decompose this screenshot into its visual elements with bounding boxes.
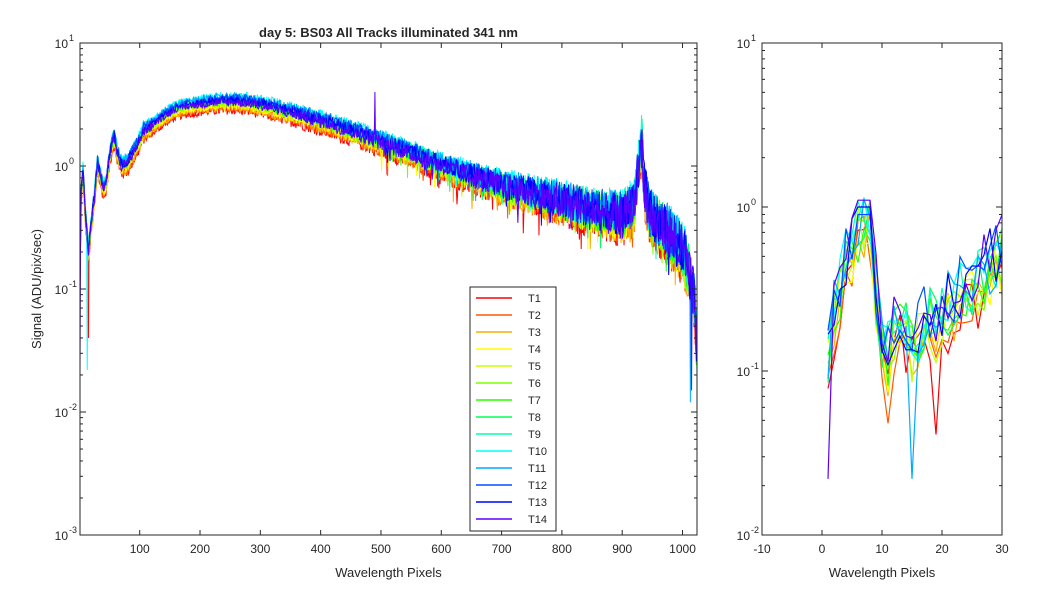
x-tick-label: 800 [552, 542, 572, 556]
legend-label: T9 [528, 429, 541, 441]
series-line-t12 [827, 213, 1003, 354]
series-lines [80, 91, 697, 403]
y-tick-exponent: -3 [69, 525, 77, 535]
legend-label: T2 [528, 310, 541, 322]
y-tick-exponent: 0 [751, 197, 756, 207]
legend-entry: T2 [476, 310, 541, 322]
legend-label: T14 [528, 514, 547, 526]
x-tick-label: 0 [819, 542, 826, 556]
legend-entry: T8 [476, 412, 541, 424]
y-tick-exponent: 1 [751, 33, 756, 43]
x-tick-label: 200 [190, 542, 210, 556]
x-tick-label: 600 [431, 542, 451, 556]
legend-box [469, 286, 557, 532]
legend-entry: T5 [476, 361, 541, 373]
x-tick-label: 900 [612, 542, 632, 556]
series-line-t7 [827, 226, 1003, 386]
series-line-t13 [827, 206, 1003, 367]
legend-label: T4 [528, 344, 541, 356]
plot-area [80, 43, 697, 535]
legend-label: T7 [528, 395, 541, 407]
legend-entry: T14 [476, 514, 547, 526]
y-tick-exponent: 1 [69, 33, 74, 43]
x-tick-label: 30 [995, 542, 1009, 556]
x-axis-ticks: -10 0 10 20 30 [753, 43, 1009, 556]
y-tick-label: 10 [737, 529, 751, 543]
x-axis-label: Wavelength Pixels [829, 565, 936, 580]
legend-entry: T12 [476, 480, 547, 492]
legend-entry: T13 [476, 497, 547, 509]
legend-label: T1 [528, 293, 541, 305]
legend-entry: T3 [476, 327, 541, 339]
x-tick-label: 300 [250, 542, 270, 556]
y-tick-exponent: 0 [69, 156, 74, 166]
x-tick-label: 20 [935, 542, 949, 556]
legend-label: T12 [528, 480, 547, 492]
y-tick-label: 10 [55, 37, 69, 51]
legend: T1 T2 T3 T4 T5 T6 T7 T8 T9 T10 T11 T12 T13 T14 [469, 286, 557, 532]
y-tick-label: 10 [737, 37, 751, 51]
plot-area [762, 43, 1002, 535]
x-tick-label: 400 [311, 542, 331, 556]
legend-label: T3 [528, 327, 541, 339]
x-axis-ticks: 100 200 300 400 500 600 700 800 900 1000 [130, 43, 696, 556]
y-tick-label: 10 [55, 406, 69, 420]
x-tick-label: 10 [875, 542, 889, 556]
chart-title: day 5: BS03 All Tracks illuminated 341 n… [259, 25, 518, 40]
legend-entry: T9 [476, 429, 541, 441]
series-line-t14 [827, 199, 1003, 479]
y-tick-label: 10 [737, 365, 751, 379]
legend-label: T6 [528, 378, 541, 390]
legend-label: T8 [528, 412, 541, 424]
legend-label: T11 [528, 463, 546, 475]
legend-label: T13 [528, 497, 547, 509]
x-tick-label: 500 [371, 542, 391, 556]
x-axis-label: Wavelength Pixels [335, 565, 442, 580]
legend-entry: T6 [476, 378, 541, 390]
x-tick-label: 100 [130, 542, 150, 556]
y-tick-label: 10 [55, 529, 69, 543]
legend-entry: T11 [476, 463, 546, 475]
legend-entry: T10 [476, 446, 547, 458]
legend-entry: T1 [476, 293, 541, 305]
series-line-t9 [827, 201, 1003, 354]
series-line-t14 [80, 91, 697, 391]
y-tick-exponent: -2 [69, 402, 77, 412]
legend-entry: T7 [476, 395, 541, 407]
x-tick-label: -10 [753, 542, 771, 556]
series-line-t11 [827, 199, 1003, 479]
y-tick-exponent: -1 [69, 279, 77, 289]
y-tick-exponent: -2 [751, 525, 759, 535]
series-lines [827, 197, 1003, 479]
x-tick-label: 700 [492, 542, 512, 556]
spectrum-chart: day 5: BS03 All Tracks illuminated 341 n… [29, 25, 698, 580]
y-tick-label: 10 [55, 160, 69, 174]
legend-label: T5 [528, 361, 541, 373]
y-axis-label: Signal (ADU/pix/sec) [29, 229, 44, 349]
y-tick-label: 10 [55, 283, 69, 297]
legend-entry: T4 [476, 344, 541, 356]
x-tick-label: 1000 [669, 542, 696, 556]
y-tick-label: 10 [737, 201, 751, 215]
legend-label: T10 [528, 446, 547, 458]
y-tick-exponent: -1 [751, 361, 759, 371]
